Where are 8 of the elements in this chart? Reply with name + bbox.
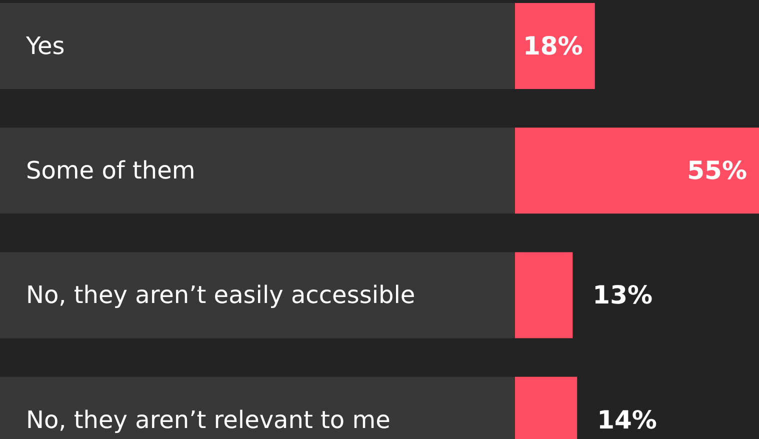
data-label: 13% [592,280,653,310]
data-label: 18% [523,32,583,60]
y-tick-label: Yes [25,32,65,60]
data-label: 55% [687,156,747,186]
data-label: 14% [597,405,657,434]
y-tick-label: No, they aren’t relevant to me [26,406,390,434]
y-tick-label: No, they aren’t easily accessible [26,281,416,310]
y-tick-label: Some of them [26,156,196,185]
